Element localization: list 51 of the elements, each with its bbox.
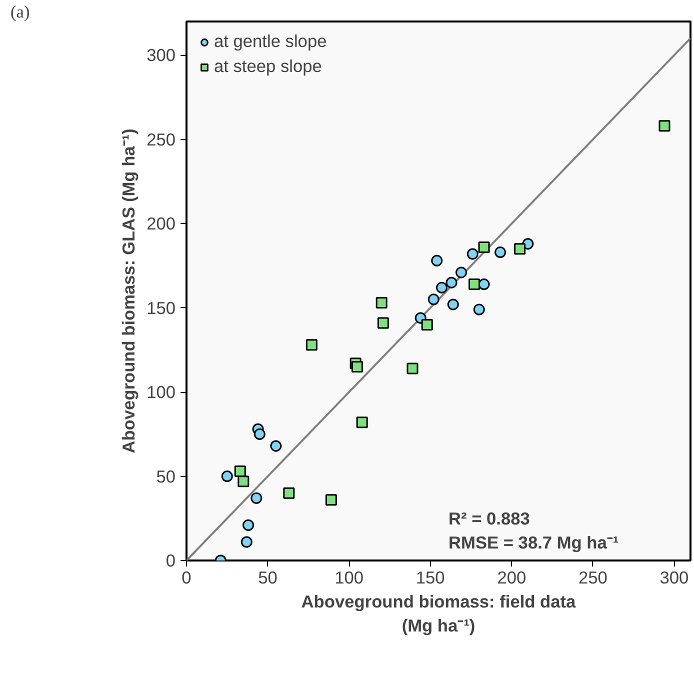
point — [377, 317, 389, 329]
point — [242, 519, 254, 531]
point — [351, 361, 363, 373]
x-tick-label: 250 — [578, 568, 608, 588]
annotation: RMSE = 38.7 Mg ha⁻¹ — [448, 532, 619, 552]
point — [376, 297, 388, 309]
x-tick-label: 0 — [182, 568, 192, 588]
x-tick-label: 300 — [660, 568, 689, 588]
y-axis-title: Aboveground biomass: GLAS (Mg ha⁻¹) — [118, 128, 139, 454]
x-axis-title: Aboveground biomass: field data (Mg ha⁻¹) — [301, 592, 576, 636]
annotation: R² = 0.883 — [448, 508, 530, 528]
point — [240, 536, 252, 548]
y-tick-label: 300 — [146, 45, 176, 66]
point — [234, 465, 246, 477]
point — [447, 298, 459, 310]
point — [428, 294, 440, 306]
point — [514, 243, 526, 255]
point — [478, 241, 490, 253]
point — [473, 304, 485, 316]
legend-label: at steep slope — [214, 56, 322, 77]
x-tick-label: 100 — [334, 568, 364, 588]
point — [283, 487, 295, 499]
y-tick-label: 200 — [146, 214, 176, 234]
point — [238, 476, 250, 488]
point — [221, 470, 233, 482]
point — [466, 248, 478, 260]
x-tick-label: 150 — [416, 568, 445, 588]
point — [250, 492, 262, 504]
point — [356, 416, 368, 428]
y-tick-label: 50 — [156, 466, 176, 486]
y-tick-label: 0 — [166, 550, 176, 570]
point — [436, 282, 448, 294]
point — [446, 276, 458, 288]
point — [270, 440, 282, 452]
point — [325, 494, 337, 506]
point — [468, 278, 480, 290]
point — [254, 428, 266, 440]
text: (a) — [10, 2, 30, 22]
x-tick-label: 200 — [497, 568, 526, 588]
point — [658, 120, 670, 132]
point — [421, 318, 433, 330]
point — [431, 254, 443, 266]
y-tick-label: 150 — [146, 298, 176, 318]
point — [406, 362, 418, 374]
legend-label: at gentle slope — [214, 31, 327, 52]
y-tick-label: 250 — [146, 129, 176, 150]
y-tick-label: 100 — [146, 382, 176, 402]
point — [456, 266, 468, 278]
point — [494, 246, 506, 258]
point — [306, 339, 318, 351]
x-tick-label: 50 — [258, 568, 278, 588]
